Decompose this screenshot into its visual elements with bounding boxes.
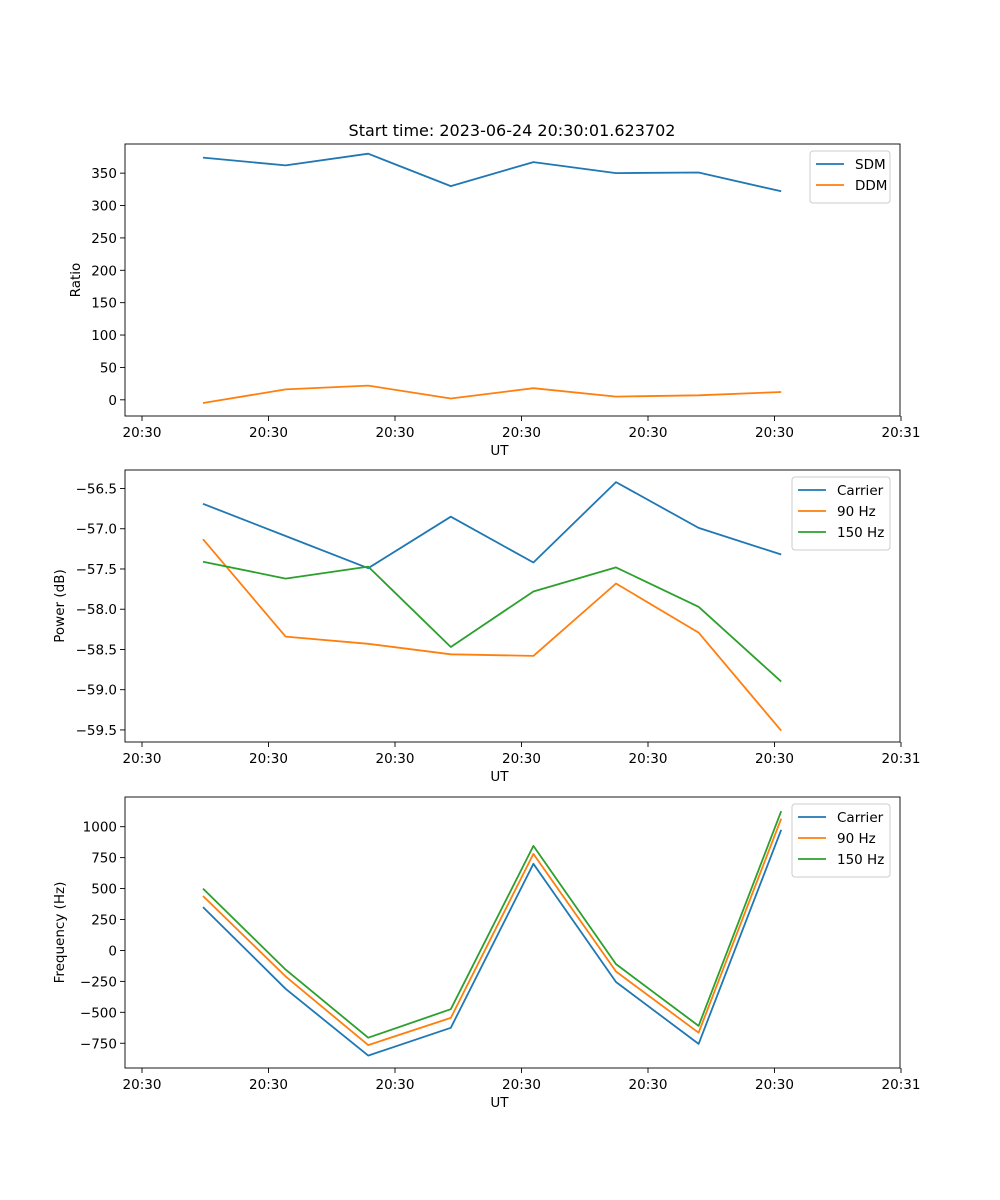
y-tick-label: −59.5	[76, 723, 117, 739]
y-tick-label: 0	[108, 943, 117, 959]
series-line-carrier	[202, 481, 782, 570]
series-line-150-hz	[202, 810, 783, 1039]
x-tick-label: 20:30	[502, 425, 541, 441]
y-tick-label: 300	[91, 199, 117, 215]
y-tick-label: −57.0	[76, 522, 117, 538]
x-tick-label: 20:30	[249, 751, 288, 767]
axes-frame	[124, 143, 901, 417]
y-tick-label: 750	[91, 851, 117, 867]
legend: Carrier 90 Hz 150 Hz	[791, 803, 891, 878]
legend-label: Carrier	[837, 810, 884, 826]
legend-label: Carrier	[837, 483, 884, 499]
x-axis-label: UT	[490, 769, 509, 785]
y-tick-label: 200	[91, 263, 117, 279]
series-line-carrier	[202, 829, 783, 1057]
series-line-150-hz	[202, 560, 782, 683]
x-tick-label: 20:30	[249, 1077, 288, 1093]
x-tick-label: 20:30	[123, 751, 162, 767]
ratio-subplot: 20:30 20:30 20:30 20:30 20:30 20:30 20:31 0 50 10…	[68, 143, 921, 459]
axes-frame	[124, 796, 901, 1069]
x-tick-label: 20:30	[502, 751, 541, 767]
y-tick-label: −59.0	[76, 683, 117, 699]
axes-frame	[124, 469, 901, 743]
x-tick-label: 20:31	[882, 425, 921, 441]
x-tick-label: 20:30	[123, 425, 162, 441]
y-tick-label: −58.5	[76, 642, 117, 658]
legend: Carrier 90 Hz 150 Hz	[791, 476, 891, 551]
legend-label: SDM	[855, 157, 886, 173]
x-tick-label: 20:31	[882, 751, 921, 767]
y-tick-label: −56.5	[76, 482, 117, 498]
y-tick-label: 0	[108, 393, 117, 409]
x-tick-label: 20:30	[629, 751, 668, 767]
y-tick-label: 500	[91, 882, 117, 898]
x-tick-label: 20:30	[376, 425, 415, 441]
y-axis-label: Power (dB)	[52, 569, 68, 642]
x-tick-label: 20:30	[755, 425, 794, 441]
x-axis-label: UT	[490, 443, 509, 459]
x-tick-label: 20:30	[629, 1077, 668, 1093]
y-tick-label: 100	[91, 328, 117, 344]
series-line-90-hz	[202, 538, 782, 732]
x-tick-label: 20:30	[755, 751, 794, 767]
figure-title: Start time: 2023-06-24 20:30:01.623702	[349, 121, 676, 140]
x-tick-label: 20:30	[755, 1077, 794, 1093]
y-tick-label: 150	[91, 296, 117, 312]
legend-label: 150 Hz	[837, 852, 884, 868]
y-tick-label: −58.0	[76, 602, 117, 618]
y-tick-label: 250	[91, 913, 117, 929]
series-line-90-hz	[202, 818, 783, 1046]
y-tick-label: 50	[100, 360, 117, 376]
y-tick-label: −500	[80, 1005, 117, 1021]
x-tick-label: 20:30	[376, 1077, 415, 1093]
x-tick-label: 20:30	[376, 751, 415, 767]
y-tick-label: 250	[91, 231, 117, 247]
legend-label: 150 Hz	[837, 525, 884, 541]
y-tick-label: 350	[91, 166, 117, 182]
x-tick-label: 20:30	[249, 425, 288, 441]
legend-label: 90 Hz	[837, 831, 876, 847]
y-tick-label: −750	[80, 1036, 117, 1052]
legend: SDM DDM	[809, 150, 891, 204]
y-tick-label: −57.5	[76, 562, 117, 578]
y-tick-label: 1000	[83, 820, 117, 836]
series-line-ddm	[202, 384, 782, 404]
legend-label: DDM	[855, 178, 887, 194]
x-tick-label: 20:30	[502, 1077, 541, 1093]
x-tick-label: 20:31	[882, 1077, 921, 1093]
x-axis-label: UT	[490, 1095, 509, 1111]
y-tick-label: −250	[80, 974, 117, 990]
power-subplot: 20:30 20:30 20:30 20:30 20:30 20:30 20:31 −59.5…	[52, 469, 921, 785]
x-tick-label: 20:30	[629, 425, 668, 441]
legend-label: 90 Hz	[837, 504, 876, 520]
series-line-sdm	[202, 152, 782, 193]
y-axis-label: Frequency (Hz)	[52, 882, 68, 984]
y-axis-label: Ratio	[68, 263, 84, 298]
x-tick-label: 20:30	[123, 1077, 162, 1093]
frequency-subplot: 20:30 20:30 20:30 20:30 20:30 20:30 20:31 −750 −…	[52, 796, 921, 1111]
